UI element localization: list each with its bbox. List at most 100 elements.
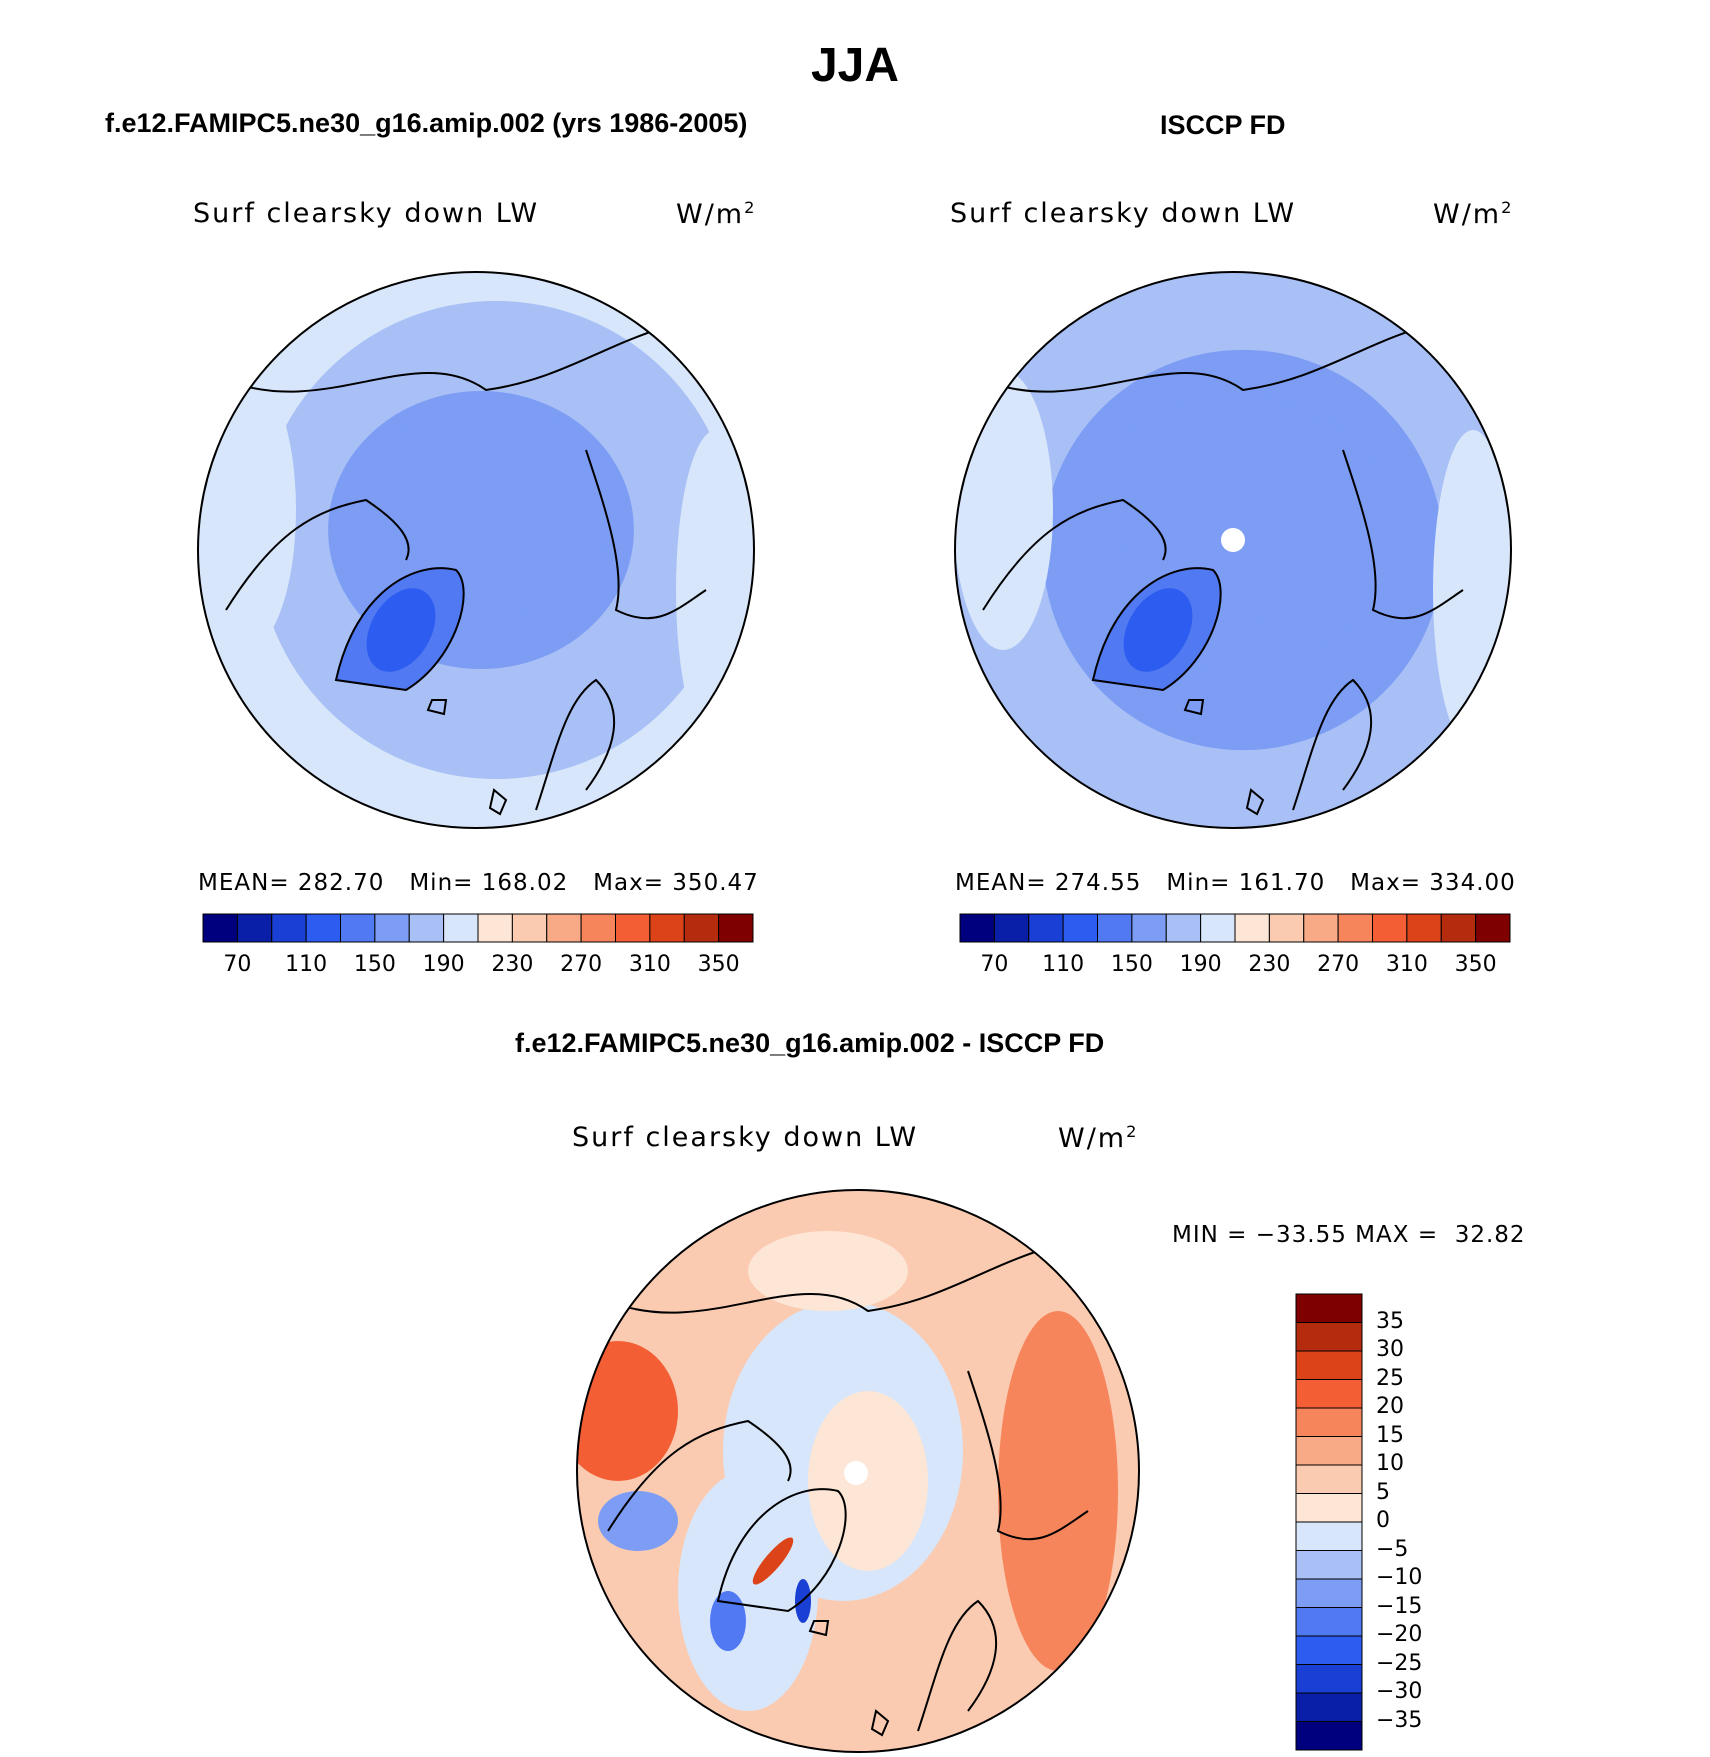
colorbar-tick-label: 70: [980, 952, 1009, 977]
stats-min-label: MIN =: [1172, 1222, 1248, 1248]
colorbar-tick-label: 310: [628, 952, 671, 977]
coastlines: [225, 329, 707, 816]
coast-alaska: [607, 1419, 792, 1532]
colorbar-box: [1234, 913, 1270, 943]
colorbar-box: [1131, 913, 1167, 943]
diff-greenland-max: [752, 1537, 794, 1585]
colorbar-tick-label: −5: [1376, 1536, 1409, 1562]
missing-pole: [1221, 528, 1245, 552]
diff-bering-light: [748, 1231, 908, 1311]
colorbar-tick-label: 310: [1385, 952, 1428, 977]
map-boundary: [954, 271, 1512, 829]
coastlines: [607, 1250, 1089, 1737]
colorbar-box: [443, 913, 479, 943]
diff-siberia-positive: [998, 1311, 1118, 1671]
colorbar-box: [1295, 1692, 1363, 1722]
colorbar-box: [1406, 913, 1442, 943]
colorbar-box: [1440, 913, 1477, 943]
polar-map-obs: [954, 271, 1512, 829]
colorbar-tick-label: 110: [285, 952, 328, 977]
colorbar-box: [1295, 1322, 1363, 1352]
coast-scandinavia: [1292, 678, 1373, 811]
stats-min-value: 168.02: [481, 870, 569, 896]
colorbar-tick-label: 0: [1376, 1508, 1390, 1533]
colorbar-box: [1295, 1293, 1363, 1323]
coast-eurasia-north: [967, 1370, 1089, 1541]
stats-model: MEAN= 282.70 Min= 168.02 Max= 350.47: [198, 870, 759, 896]
variable-label-diff: Surf clearsky down LW: [572, 1122, 919, 1153]
colorbar-box: [408, 913, 445, 943]
colorbar-box: [1295, 1607, 1363, 1637]
colorbar-tick-label: 150: [353, 952, 396, 977]
coast-alaska: [982, 498, 1167, 611]
coast-greenland: [334, 567, 465, 692]
coast-eurasia-north: [1342, 449, 1464, 620]
stats-mean-value: 274.55: [1054, 870, 1142, 896]
stats-diff: MIN = −33.55 MAX = 32.82: [1172, 1222, 1526, 1248]
colorbar-box: [1165, 913, 1202, 943]
greenland-core: [1138, 614, 1172, 656]
stats-max-value: 350.47: [672, 870, 759, 896]
colorbar-box: [1200, 913, 1236, 943]
diff-pacific-positive: [577, 1341, 678, 1481]
field-pacific-warm: [955, 370, 1053, 650]
colorbar-box: [1295, 1578, 1363, 1608]
stats-min-label: Min=: [409, 870, 474, 896]
map-boundary: [197, 271, 755, 829]
colorbar-tick-label: −30: [1376, 1679, 1423, 1704]
stats-max-label: MAX =: [1355, 1222, 1439, 1248]
colorbar-box: [649, 913, 685, 943]
field-arctic-ocean: [1117, 398, 1369, 622]
colorbar-tick-label: 15: [1376, 1422, 1404, 1448]
coast-iceland: [1183, 699, 1205, 716]
variable-label-model: Surf clearsky down LW: [193, 198, 540, 229]
stats-mean-value: 282.70: [297, 870, 385, 896]
colorbar-box: [1295, 1664, 1363, 1694]
colorbar-box: [546, 913, 582, 943]
colorbar-tick-label: −15: [1376, 1593, 1423, 1619]
map-field: [198, 272, 754, 828]
figure-title: JJA: [810, 39, 900, 92]
coast-siberia: [607, 1250, 1039, 1314]
colorbar-tick-label: 70: [223, 952, 252, 977]
colorbar-ticks-diff: 35 30 25 20 15 10 5 0 −5 −10 −15 −20 −25 −30 −35: [1376, 1294, 1456, 1750]
colorbar-box: [1295, 1521, 1363, 1551]
colorbar-box: [1295, 1436, 1363, 1466]
colorbar-tick-label: 20: [1376, 1394, 1404, 1419]
coast-alaska: [225, 498, 410, 611]
colorbar-box: [1295, 1721, 1363, 1751]
colorbar-tick-label: 190: [422, 952, 465, 977]
colorbar-box: [340, 913, 376, 943]
stats-mean-label: MEAN=: [955, 870, 1047, 896]
colorbar-box: [271, 913, 307, 943]
colorbar-box: [1295, 1350, 1363, 1380]
colorbar-tick-label: 35: [1376, 1308, 1404, 1334]
field-pacific-warm: [198, 370, 296, 650]
variable-label-obs: Surf clearsky down LW: [950, 198, 1297, 229]
colorbar-box: [477, 913, 513, 943]
colorbar-tick-label: 10: [1376, 1451, 1404, 1476]
colorbar-box: [1295, 1635, 1363, 1665]
colorbar-box: [1028, 913, 1064, 943]
colorbar-tick-label: 270: [560, 952, 603, 977]
coastlines: [982, 329, 1464, 816]
map-field: [577, 1190, 1139, 1752]
diff-greenland-min: [710, 1591, 746, 1651]
coast-iceland: [426, 699, 448, 716]
panel-title-obs: ISCCP FD: [1160, 110, 1286, 140]
colorbar-tick-label: 30: [1376, 1337, 1404, 1362]
colorbar-box: [1295, 1407, 1363, 1437]
coast-british-isles: [1245, 788, 1265, 816]
stats-obs: MEAN= 274.55 Min= 161.70 Max= 334.00: [955, 870, 1516, 896]
map-boundary: [576, 1189, 1140, 1753]
colorbar-ticks-model: 70 110 150 190 230 270 310 350: [203, 950, 753, 980]
coast-iceland: [808, 1620, 830, 1637]
colorbar-box: [1062, 913, 1098, 943]
stats-max-label: Max=: [593, 870, 664, 896]
coast-british-isles: [488, 788, 508, 816]
units-label-diff: W/m2: [1058, 1122, 1139, 1154]
colorbar-tick-label: 150: [1110, 952, 1153, 977]
colorbar-box: [1303, 913, 1339, 943]
stats-max-value: 334.00: [1429, 870, 1516, 896]
coast-eurasia-north: [585, 449, 707, 620]
